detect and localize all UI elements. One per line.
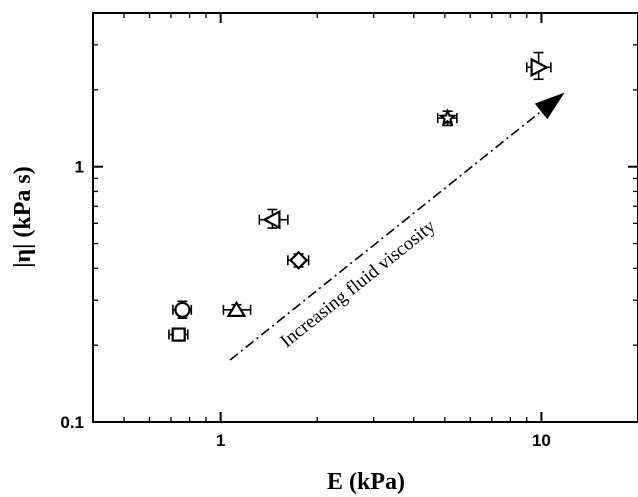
triangle-left-marker [262, 209, 281, 230]
y-axis-label: |η| (kPa s) [10, 166, 36, 268]
data-point-circle [172, 300, 193, 320]
y-tick-label: 1 [75, 158, 84, 177]
diamond-marker [289, 250, 309, 270]
data-point-triangle-right [525, 51, 552, 81]
y-tick-label: 0.1 [60, 413, 84, 432]
plot-frame [92, 12, 638, 423]
x-axis-label: E (kPa) [327, 469, 405, 495]
minor-ticks [93, 13, 638, 422]
major-ticks [93, 13, 638, 423]
star-marker [438, 108, 458, 127]
circle-marker [174, 301, 191, 318]
data-point-triangle-left [258, 208, 289, 230]
triangle-up-marker [226, 300, 247, 317]
annotation-arrow-head [534, 92, 565, 120]
x-tick-label: 10 [532, 431, 551, 450]
data-point-square [168, 327, 189, 342]
x-tick-label: 1 [216, 431, 225, 450]
data-point-star [436, 108, 458, 127]
tick-labels: 1 10 0.1 1 [60, 158, 551, 450]
data-point-triangle-up [222, 300, 252, 317]
triangle-right-marker [530, 57, 549, 78]
annotation-text: Increasing fluid viscosity [276, 215, 440, 352]
annotation-arrow-shaft [229, 110, 542, 361]
points-layer [168, 51, 552, 342]
square-marker [171, 327, 186, 342]
data-point-diamond [287, 250, 310, 270]
